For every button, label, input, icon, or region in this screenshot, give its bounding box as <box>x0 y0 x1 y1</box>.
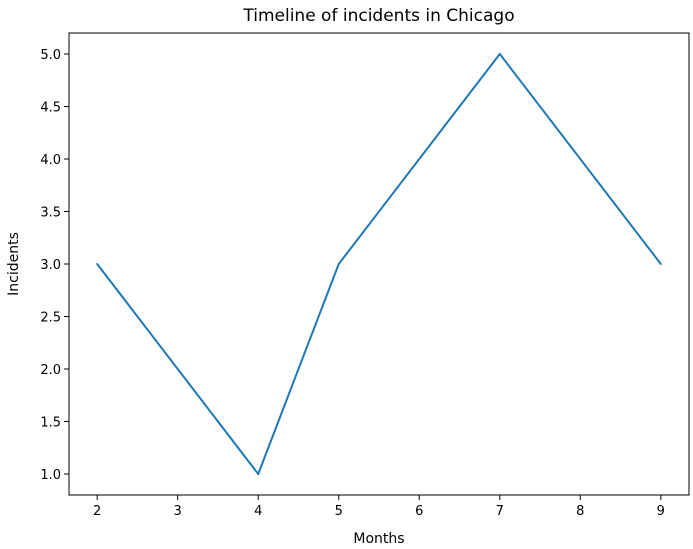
data-point <box>337 263 340 265</box>
y-tick-label: 5.0 <box>40 48 61 63</box>
x-tick-label: 8 <box>576 504 584 519</box>
x-axis-ticks: 2 3 4 5 6 7 8 9 <box>93 495 665 519</box>
x-axis-label: Months <box>353 531 404 547</box>
y-tick-label: 3.0 <box>40 258 61 273</box>
series-layer <box>96 53 662 475</box>
y-tick-label: 1.5 <box>40 416 61 431</box>
y-tick-label: 4.5 <box>40 101 61 116</box>
data-point <box>257 473 260 475</box>
y-tick-label: 2.5 <box>40 311 61 326</box>
x-tick-label: 4 <box>254 504 262 519</box>
x-tick-label: 7 <box>496 504 504 519</box>
data-point <box>659 263 662 265</box>
data-point <box>498 53 501 55</box>
plot-area <box>69 33 689 495</box>
x-tick-label: 5 <box>335 504 343 519</box>
x-tick-label: 3 <box>174 504 182 519</box>
y-axis-ticks: 1.0 1.5 2.0 2.5 3.0 3.5 4.0 4.5 5.0 <box>40 48 69 483</box>
y-tick-label: 1.0 <box>40 468 61 483</box>
x-tick-label: 6 <box>415 504 423 519</box>
y-axis-label: Incidents <box>6 232 22 296</box>
y-tick-label: 4.0 <box>40 153 61 168</box>
y-tick-label: 2.0 <box>40 363 61 378</box>
data-point <box>96 263 99 265</box>
plot-frame <box>68 32 690 496</box>
x-tick-label: 9 <box>657 504 665 519</box>
chart-title: Timeline of incidents in Chicago <box>242 6 514 26</box>
y-tick-label: 3.5 <box>40 206 61 221</box>
x-tick-label: 2 <box>93 504 101 519</box>
